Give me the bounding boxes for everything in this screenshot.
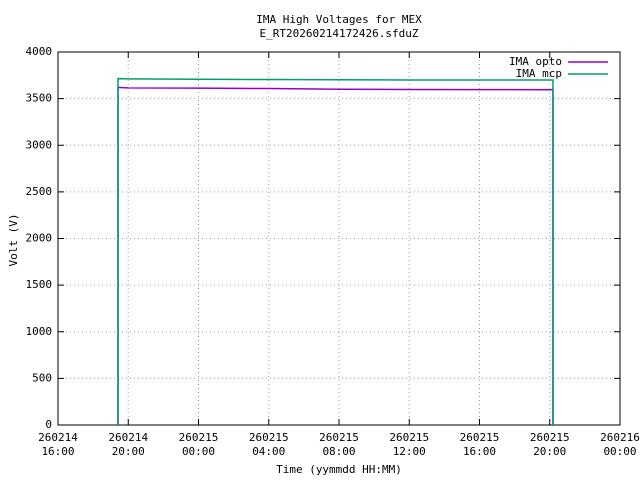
y-tick-label: 3500 [26, 92, 53, 105]
y-tick-label: 4000 [26, 45, 53, 58]
legend-label: IMA opto [509, 55, 562, 68]
y-tick-label: 0 [45, 418, 52, 431]
x-tick-label: 260214 20:00 [108, 431, 149, 458]
y-tick-label: 2500 [26, 185, 53, 198]
chart-subtitle: E_RT20260214172426.sfduZ [260, 27, 419, 40]
x-tick-label: 260214 16:00 [38, 431, 78, 458]
y-tick-label: 500 [32, 371, 52, 384]
legend-label: IMA mcp [516, 67, 562, 80]
x-tick-label: 260215 08:00 [319, 431, 359, 458]
plot-border [57, 51, 621, 426]
x-tick-label: 260216 00:00 [600, 431, 640, 458]
y-axis-label: Volt (V) [7, 214, 20, 267]
x-tick-label: 260215 20:00 [529, 431, 570, 458]
y-tick-label: 1500 [26, 278, 53, 291]
x-tick-label: 260215 04:00 [248, 431, 289, 458]
x-axis-label: Time (yymmdd HH:MM) [276, 463, 402, 476]
y-tick-label: 1000 [26, 325, 53, 338]
y-tick-label: 3000 [26, 138, 53, 151]
series-line [117, 86, 554, 425]
x-tick-label: 260215 16:00 [459, 431, 500, 458]
chart-title: IMA High Voltages for MEX [256, 13, 422, 26]
x-tick-label: 260215 12:00 [389, 431, 430, 458]
x-tick-label: 260215 00:00 [178, 431, 219, 458]
y-tick-label: 2000 [26, 232, 53, 245]
series-line [117, 77, 554, 425]
